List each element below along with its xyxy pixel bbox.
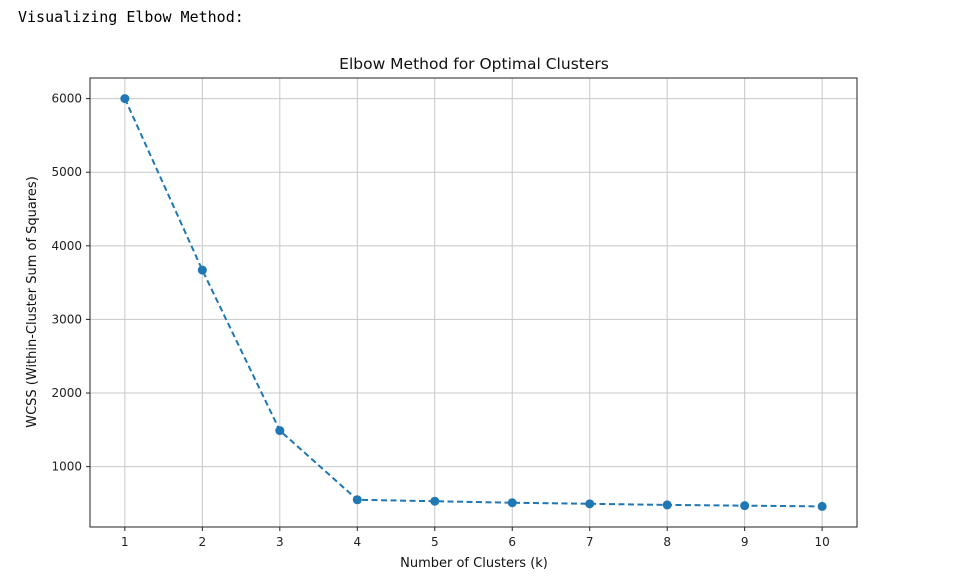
y-tick-label: 3000 <box>51 312 82 326</box>
series <box>120 94 827 511</box>
x-tick-label: 3 <box>276 535 284 549</box>
y-tick-label: 5000 <box>51 165 82 179</box>
x-axis-label: Number of Clusters (k) <box>400 556 548 571</box>
plot-frame <box>89 77 858 528</box>
data-point <box>430 496 440 506</box>
chart-title: Elbow Method for Optimal Clusters <box>339 55 609 73</box>
data-point <box>352 495 362 505</box>
y-axis-label: WCSS (Within-Cluster Sum of Squares) <box>25 176 40 428</box>
x-tick-label: 7 <box>586 535 594 549</box>
x-tick-label: 1 <box>121 535 129 549</box>
data-point <box>507 498 517 508</box>
data-point <box>120 94 130 104</box>
data-point <box>197 265 207 275</box>
x-tick-label: 10 <box>814 535 829 549</box>
x-tick-label: 8 <box>663 535 671 549</box>
series-line <box>123 98 823 508</box>
y-tick-label: 1000 <box>51 460 82 474</box>
x-tick-label: 2 <box>199 535 207 549</box>
grid <box>90 78 857 527</box>
y-tick-label: 6000 <box>51 92 82 106</box>
data-point <box>585 499 595 509</box>
x-tick-label: 9 <box>741 535 749 549</box>
x-tick-label: 6 <box>508 535 516 549</box>
y-tick-label: 2000 <box>51 386 82 400</box>
ticks: 1 2 3 4 5 6 7 8 9 10 1000 2000 3000 4000 5000 6000 <box>51 92 829 549</box>
y-tick-label: 4000 <box>51 239 82 253</box>
data-point <box>740 501 750 511</box>
data-point <box>275 426 285 436</box>
x-tick-label: 4 <box>353 535 361 549</box>
x-tick-label: 5 <box>431 535 439 549</box>
output-text: Visualizing Elbow Method: <box>18 8 244 26</box>
data-point <box>817 501 827 511</box>
data-point <box>662 500 672 510</box>
